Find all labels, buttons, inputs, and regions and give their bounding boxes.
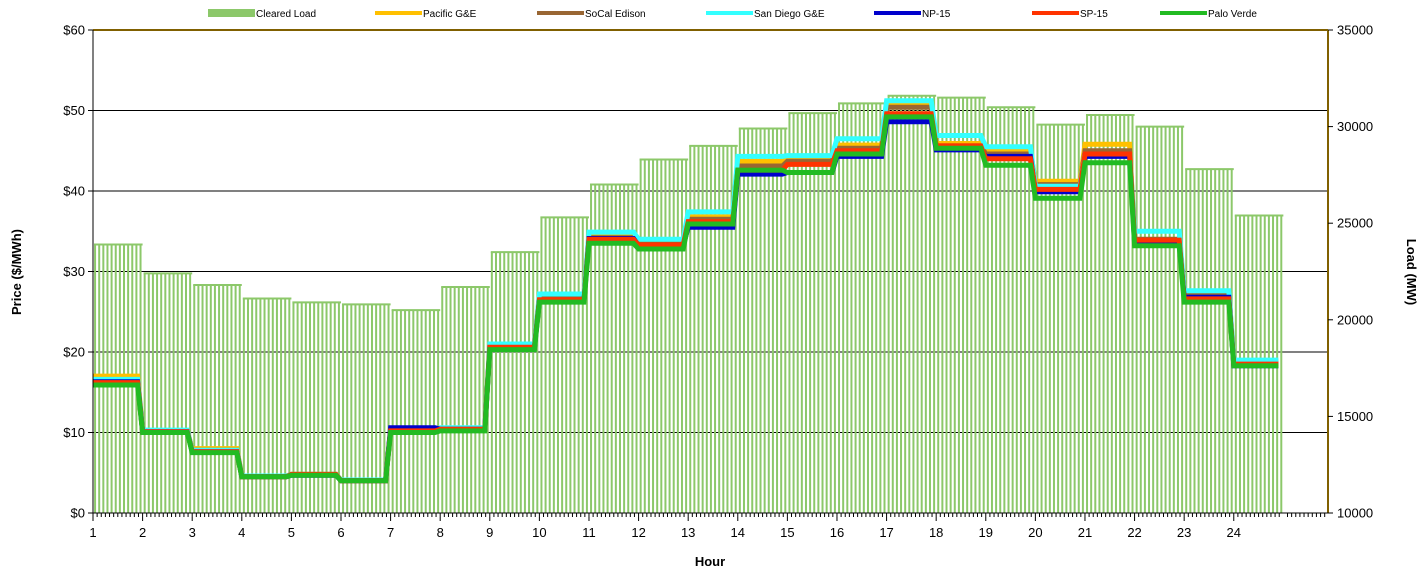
y-tick-label: $10 <box>63 425 85 440</box>
y2-tick-label: 35000 <box>1337 23 1373 38</box>
y2-tick-label: 10000 <box>1337 506 1373 521</box>
x-tick-label: 12 <box>631 525 645 540</box>
legend-item: Pacific G&E <box>375 9 477 20</box>
x-tick-label: 22 <box>1127 525 1141 540</box>
legend-item: SoCal Edison <box>537 9 646 20</box>
x-tick-label: 24 <box>1227 525 1241 540</box>
legend-item: SP-15 <box>1032 9 1108 20</box>
load-bar-hour <box>738 127 788 513</box>
axes: $0 $10 $20 $30 $40 $50 $60 10000 15000 20000 25000… <box>63 23 1373 541</box>
series-line-5 <box>93 114 1279 484</box>
x-tick-label: 7 <box>387 525 394 540</box>
x-tick-label: 3 <box>189 525 196 540</box>
legend-swatch <box>208 9 255 17</box>
x-tick-label: 17 <box>879 525 893 540</box>
y2-tick-label: 15000 <box>1337 409 1373 424</box>
y-axis-title: Price ($/MWh) <box>9 229 24 315</box>
load-bar-hour <box>292 301 341 513</box>
x-tick-label: 15 <box>780 525 794 540</box>
load-bar-hour <box>143 272 193 513</box>
legend-label: Palo Verde <box>1208 9 1257 20</box>
y2-axis-title: Load (MW) <box>1404 239 1419 305</box>
x-tick-label: 9 <box>486 525 493 540</box>
x-tick-label: 4 <box>238 525 245 540</box>
x-axis-title: Hour <box>695 554 725 569</box>
load-bar-hour <box>639 158 689 513</box>
x-tick-label: 18 <box>929 525 943 540</box>
y2-tick-label: 30000 <box>1337 119 1373 134</box>
legend-item: Palo Verde <box>1160 9 1257 20</box>
x-tick-label: 8 <box>437 525 444 540</box>
load-bar-hour <box>887 94 937 513</box>
legend-label: NP-15 <box>922 9 951 20</box>
legend-item: San Diego G&E <box>706 9 825 20</box>
load-bar-hour <box>937 96 986 513</box>
x-tick-label: 2 <box>139 525 146 540</box>
x-tick-label: 16 <box>830 525 844 540</box>
load-bar-hour <box>391 309 441 513</box>
load-bar-hour <box>1185 168 1234 513</box>
legend-label: Cleared Load <box>256 9 316 20</box>
legend-label: SoCal Edison <box>585 9 646 20</box>
y2-tick-label: 20000 <box>1337 312 1373 327</box>
x-tick-label: 13 <box>681 525 695 540</box>
x-tick-label: 10 <box>532 525 546 540</box>
x-tick-label: 1 <box>89 525 96 540</box>
load-bar-hour <box>441 285 490 513</box>
y-tick-label: $50 <box>63 103 85 118</box>
load-bar-hour <box>986 106 1036 513</box>
legend: Cleared Load Pacific G&E SoCal Edison San D… <box>208 9 1257 20</box>
x-tick-label: 19 <box>979 525 993 540</box>
load-bar-hour <box>540 216 589 513</box>
x-tick-label: 5 <box>288 525 295 540</box>
load-bar-hour <box>1135 125 1185 513</box>
legend-label: San Diego G&E <box>754 9 825 20</box>
legend-label: Pacific G&E <box>423 9 477 20</box>
x-tick-label: 14 <box>731 525 745 540</box>
load-bar-hour <box>1085 114 1135 513</box>
load-bar-hour <box>490 251 540 513</box>
x-tick-label: 11 <box>582 525 596 540</box>
load-bar-hour <box>788 112 837 513</box>
load-bar-hour <box>837 102 887 513</box>
y2-tick-label: 25000 <box>1337 216 1373 231</box>
load-bar-hour <box>689 144 738 513</box>
y-tick-label: $20 <box>63 345 85 360</box>
price-lines <box>93 98 1279 484</box>
load-bar-hour <box>242 297 292 513</box>
y-tick-label: $0 <box>71 506 85 521</box>
legend-item: Cleared Load <box>208 9 316 20</box>
x-tick-label: 6 <box>337 525 344 540</box>
legend-label: SP-15 <box>1080 9 1108 20</box>
y-tick-label: $60 <box>63 23 85 38</box>
y-tick-label: $30 <box>63 264 85 279</box>
x-tick-label: 23 <box>1177 525 1191 540</box>
load-bar-hour <box>193 284 242 513</box>
y-tick-label: $40 <box>63 184 85 199</box>
x-tick-label: 21 <box>1078 525 1092 540</box>
x-tick-label: 20 <box>1028 525 1042 540</box>
legend-item: NP-15 <box>874 9 951 20</box>
